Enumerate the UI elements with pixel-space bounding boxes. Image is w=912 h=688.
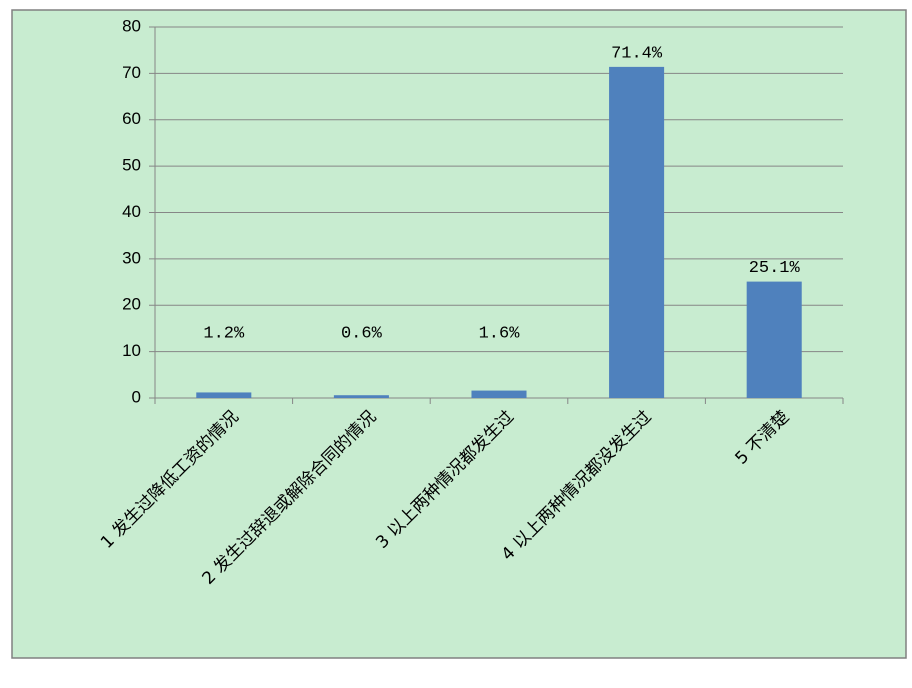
y-tick-label: 70 [122,63,141,82]
bar [196,392,252,398]
value-label: 0.6% [341,324,383,343]
y-tick-label: 80 [122,16,141,35]
value-label: 25.1% [749,259,801,278]
y-tick-label: 10 [122,341,141,360]
bar [471,390,527,398]
y-tick-label: 0 [132,387,141,406]
bar [609,66,665,398]
bar [333,395,389,398]
y-tick-label: 30 [122,248,141,267]
value-label: 1.2% [203,324,245,343]
bar [746,281,802,398]
y-tick-label: 60 [122,109,141,128]
y-tick-label: 20 [122,295,141,314]
y-tick-label: 50 [122,156,141,175]
y-tick-label: 40 [122,202,141,221]
value-label: 1.6% [479,324,521,343]
value-label: 71.4% [611,44,663,63]
